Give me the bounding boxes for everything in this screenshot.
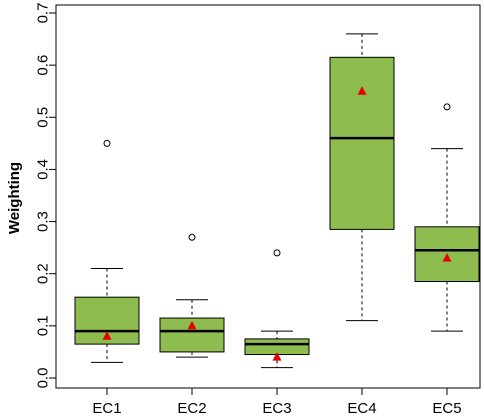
plot-frame [55,4,481,389]
y-tick-label: 0.6 [34,55,51,76]
box-ec4 [329,33,395,322]
box-ec1 [74,139,140,363]
x-tick-label: EC4 [347,400,376,417]
outlier-point [273,249,281,257]
outlier-point [188,233,196,241]
y-tick-label: 0.3 [34,211,51,232]
boxes [74,33,480,369]
mean-marker [357,86,367,95]
y-axis: 0.0 0.1 0.2 0.3 0.4 0.5 0.6 0.7 [34,3,56,389]
iqr-box [329,56,395,230]
mean-marker [187,320,197,330]
mean-marker [102,331,112,340]
y-tick-label: 0.4 [34,159,51,180]
y-axis-title: Weighting [6,162,23,234]
y-tick-label: 0.7 [34,3,51,24]
box-ec5 [414,103,480,332]
box-ec3 [244,249,310,369]
mean-marker [442,253,452,262]
x-axis: EC1 EC2 EC3 EC4 EC5 [92,388,462,417]
y-tick-label: 0.2 [34,263,51,284]
x-tick-label: EC5 [432,400,461,417]
outlier-point [443,103,451,111]
outlier-point [103,139,111,147]
y-tick-label: 0.5 [34,107,51,128]
box-ec2 [159,233,225,358]
x-tick-label: EC3 [262,400,291,417]
x-tick-label: EC1 [92,400,121,417]
mean-marker [272,352,282,361]
x-tick-label: EC2 [177,400,206,417]
y-tick-label: 0.0 [34,368,51,389]
y-tick-label: 0.1 [34,315,51,336]
